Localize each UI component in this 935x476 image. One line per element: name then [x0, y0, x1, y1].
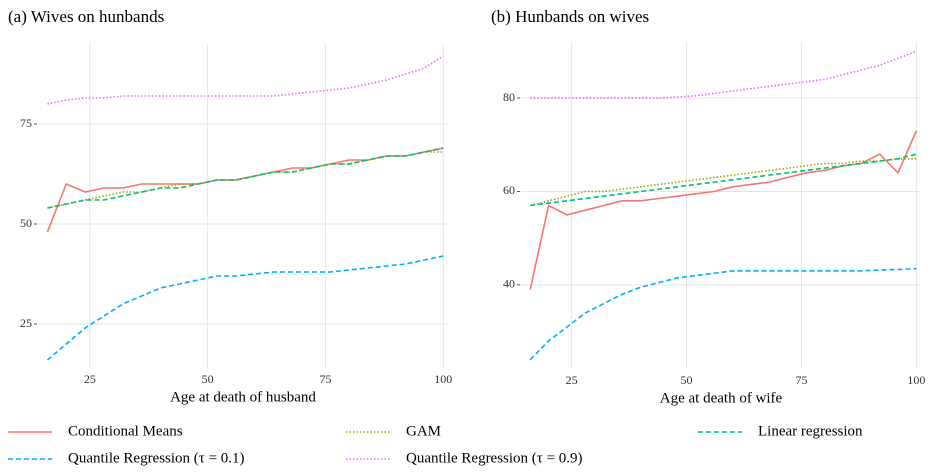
x-tick-label: 50: [202, 372, 214, 386]
y-tick-label: 50: [20, 216, 32, 230]
series-line: [530, 50, 917, 99]
legend-label: Conditional Means: [68, 423, 183, 439]
panel-title: (b) Hunbands on wives: [491, 7, 649, 26]
y-tick-label: 80: [503, 90, 515, 104]
y-tick-label: 60: [503, 183, 515, 197]
panel-title: (a) Wives on hunbands: [8, 7, 164, 26]
x-tick-label: 75: [795, 373, 807, 387]
x-tick-label: 25: [84, 372, 96, 386]
x-tick-label: 100: [907, 373, 925, 387]
x-tick-label: 100: [434, 372, 452, 386]
series-line: [47, 147, 444, 209]
legend-label: Quantile Regression (τ = 0.9): [406, 450, 583, 466]
series-line: [529, 130, 918, 290]
series-line: [47, 151, 444, 209]
y-tick-label: 40: [503, 277, 515, 291]
series-line: [530, 153, 917, 207]
x-tick-label: 75: [319, 372, 331, 386]
series-line: [529, 267, 917, 361]
legend-label: Quantile Regression (τ = 0.1): [68, 450, 245, 466]
x-axis-label: Age at death of wife: [660, 390, 783, 406]
series-line: [47, 55, 444, 105]
legend-label: GAM: [406, 423, 441, 439]
x-tick-label: 50: [681, 373, 693, 387]
x-tick-label: 25: [566, 373, 578, 387]
y-tick-label: 75: [20, 116, 32, 130]
x-axis-label: Age at death of husband: [170, 389, 316, 405]
y-tick-label: 25: [20, 316, 32, 330]
series-line: [46, 147, 444, 233]
series-line: [46, 255, 444, 361]
legend-label: Linear regression: [758, 423, 863, 439]
